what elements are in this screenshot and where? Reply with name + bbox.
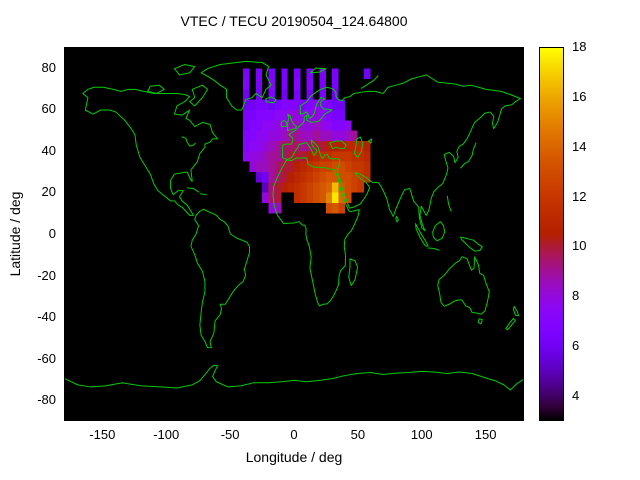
colorbar-tick-label: 18 [572, 39, 587, 54]
y-tick-label: 60 [41, 101, 56, 117]
x-tick-label: 50 [350, 427, 366, 442]
colorbar-tick-label: 6 [572, 338, 580, 354]
vtec-heatmap-cells [243, 68, 371, 214]
x-tick-label: -150 [89, 427, 116, 442]
colorbar-tick-label: 8 [572, 288, 580, 304]
x-tick-label: -100 [153, 427, 180, 442]
y-tick-label: -20 [37, 267, 56, 283]
coastline-americas [83, 61, 271, 347]
colorbar-tick-label: 4 [572, 388, 580, 404]
x-tick-label: 100 [410, 427, 433, 442]
y-tick-label: -60 [37, 350, 56, 366]
coastline-eurasia [266, 68, 520, 231]
coastlines [65, 61, 523, 390]
coastline-antarctica [65, 365, 523, 390]
colorbar-tick-label: 12 [572, 188, 587, 204]
map-plot-area [64, 47, 524, 421]
y-tick-label: -80 [37, 392, 56, 408]
y-tick-label: 40 [41, 142, 56, 158]
coastline-oceania [415, 222, 518, 330]
y-tick-label: 80 [41, 59, 56, 75]
coastline-africa [273, 158, 359, 306]
colorbar-tick-label: 14 [572, 138, 587, 154]
x-tick-label: 0 [290, 427, 298, 442]
world-map-svg [65, 48, 523, 420]
colorbar [539, 47, 564, 421]
colorbar-tick-label: 10 [572, 238, 587, 254]
x-tick-label: -50 [220, 427, 240, 442]
y-tick-label: -40 [37, 309, 56, 325]
chart-title: VTEC / TECU 20190504_124.64800 [180, 13, 408, 29]
y-tick-label: 0 [48, 226, 56, 241]
y-tick-label: 20 [41, 184, 56, 200]
x-tick-label: 150 [474, 427, 497, 442]
colorbar-tick-label: 16 [572, 88, 587, 104]
x-axis-label: Longitude / deg [245, 449, 343, 465]
